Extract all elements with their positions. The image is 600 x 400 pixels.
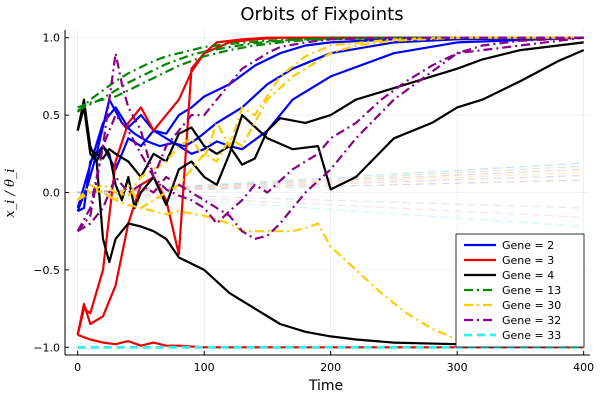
series-line-22 xyxy=(77,171,584,194)
x-tick-label-1: 100 xyxy=(194,361,215,374)
legend-label-1: Gene = 3 xyxy=(502,254,554,267)
series-line-7 xyxy=(76,49,585,210)
y-tick-label-0: −1.0 xyxy=(33,341,60,354)
y-tick-label-3: 0.5 xyxy=(43,109,61,122)
legend-label-4: Gene = 30 xyxy=(502,299,561,312)
series-layer xyxy=(76,36,585,349)
legend-label-2: Gene = 4 xyxy=(502,269,554,282)
y-tick-label-1: −0.5 xyxy=(33,264,60,277)
x-tick-label-0: 0 xyxy=(74,361,81,374)
series-line-16 xyxy=(76,36,584,232)
legend: Gene = 2 Gene = 3 Gene = 4 Gene = 13 Gene = … xyxy=(455,233,585,348)
series-line-8 xyxy=(76,41,584,179)
series-line-17 xyxy=(77,36,584,240)
legend-label-0: Gene = 2 xyxy=(502,239,554,252)
y-axis-label: x_i / θ_i xyxy=(3,168,18,217)
x-tick-label-4: 400 xyxy=(573,361,594,374)
series-line-6 xyxy=(76,101,584,347)
series-line-14 xyxy=(77,36,584,202)
series-line-13 xyxy=(76,36,584,210)
axes: 0 100 200 300 400 −1.0 −0.5 0.0 0.5 1.0 xyxy=(33,30,594,374)
series-line-19 xyxy=(77,162,584,194)
series-line-20 xyxy=(77,165,584,194)
series-line-5 xyxy=(77,333,584,349)
y-tick-label-2: 0.0 xyxy=(43,187,61,200)
legend-label-3: Gene = 13 xyxy=(502,284,561,297)
series-line-21 xyxy=(77,168,584,194)
chart-title: Orbits of Fixpoints xyxy=(240,4,403,25)
x-tick-label-3: 300 xyxy=(447,361,468,374)
x-axis-label: Time xyxy=(308,378,343,394)
legend-label-6: Gene = 33 xyxy=(502,329,561,342)
legend-label-5: Gene = 32 xyxy=(502,314,561,327)
series-line-2 xyxy=(76,36,584,209)
series-line-23 xyxy=(77,174,584,194)
series-line-11 xyxy=(77,36,584,109)
x-tick-label-2: 200 xyxy=(320,361,341,374)
series-line-15 xyxy=(76,36,584,232)
series-line-12 xyxy=(76,188,584,349)
y-tick-label-4: 1.0 xyxy=(43,32,61,45)
